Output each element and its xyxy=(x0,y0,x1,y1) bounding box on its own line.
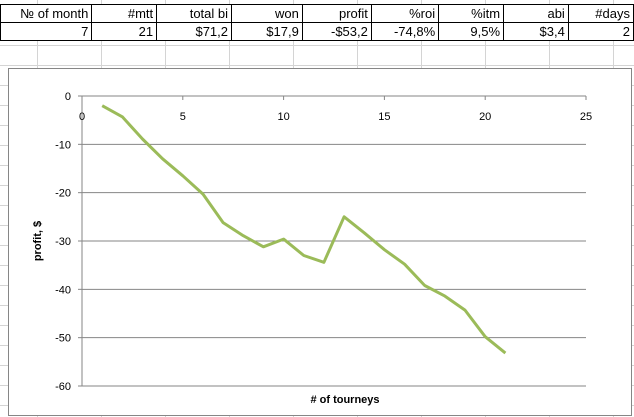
value-abi[interactable]: $3,4 xyxy=(503,22,569,41)
header-itm[interactable]: %itm xyxy=(438,4,505,23)
x-tick-label: 0 xyxy=(79,111,85,123)
value-won[interactable]: $17,9 xyxy=(231,22,303,41)
header-total-bi[interactable]: total bi xyxy=(156,4,233,23)
x-axis-label: # of tourneys xyxy=(310,394,379,406)
header-roi[interactable]: %roi xyxy=(370,4,440,23)
value-profit[interactable]: -$53,2 xyxy=(301,22,372,41)
profit-chart[interactable]: 0 -10 -20 -30 -40 -50 -60 0 5 10 15 20 25 # of tour… xyxy=(8,68,632,416)
value-month-number[interactable]: 7 xyxy=(0,22,93,41)
x-axis-ticks: 0 5 10 15 20 25 xyxy=(79,96,592,123)
y-tick-label: -60 xyxy=(55,381,71,393)
value-itm[interactable]: 9,5% xyxy=(438,22,505,41)
y-tick-label: 0 xyxy=(65,91,71,103)
x-tick-label: 10 xyxy=(277,111,289,123)
header-profit[interactable]: profit xyxy=(301,4,372,23)
y-axis-label: profit, $ xyxy=(32,221,44,261)
header-days[interactable]: #days xyxy=(567,4,634,23)
value-mtt[interactable]: 21 xyxy=(91,22,158,41)
chart-gridlines xyxy=(82,95,586,387)
series-line[interactable] xyxy=(101,104,507,355)
summary-table: № of month #mtt total bi won profit %roi… xyxy=(0,4,634,41)
header-month-number[interactable]: № of month xyxy=(0,4,93,23)
value-total-bi[interactable]: $71,2 xyxy=(156,22,233,41)
header-abi[interactable]: abi xyxy=(503,4,569,23)
x-tick-label: 20 xyxy=(479,111,491,123)
y-tick-label: -20 xyxy=(55,188,71,200)
table-header-row: № of month #mtt total bi won profit %roi… xyxy=(0,4,634,23)
y-tick-label: -10 xyxy=(55,139,71,151)
x-tick-label: 15 xyxy=(378,111,390,123)
value-roi[interactable]: -74,8% xyxy=(370,22,440,41)
x-tick-label: 5 xyxy=(180,111,186,123)
table-value-row: 7 21 $71,2 $17,9 -$53,2 -74,8% 9,5% $3,4… xyxy=(0,22,634,41)
header-won[interactable]: won xyxy=(231,4,303,23)
chart-svg: 0 -10 -20 -30 -40 -50 -60 0 5 10 15 20 25 # of tour… xyxy=(32,91,592,406)
header-mtt[interactable]: #mtt xyxy=(91,4,158,23)
y-tick-label: -30 xyxy=(55,236,71,248)
value-days[interactable]: 2 xyxy=(567,22,634,41)
y-tick-label: -40 xyxy=(55,284,71,296)
y-axis-ticks: 0 -10 -20 -30 -40 -50 -60 xyxy=(55,91,82,393)
x-tick-label: 25 xyxy=(580,111,592,123)
y-tick-label: -50 xyxy=(55,333,71,345)
